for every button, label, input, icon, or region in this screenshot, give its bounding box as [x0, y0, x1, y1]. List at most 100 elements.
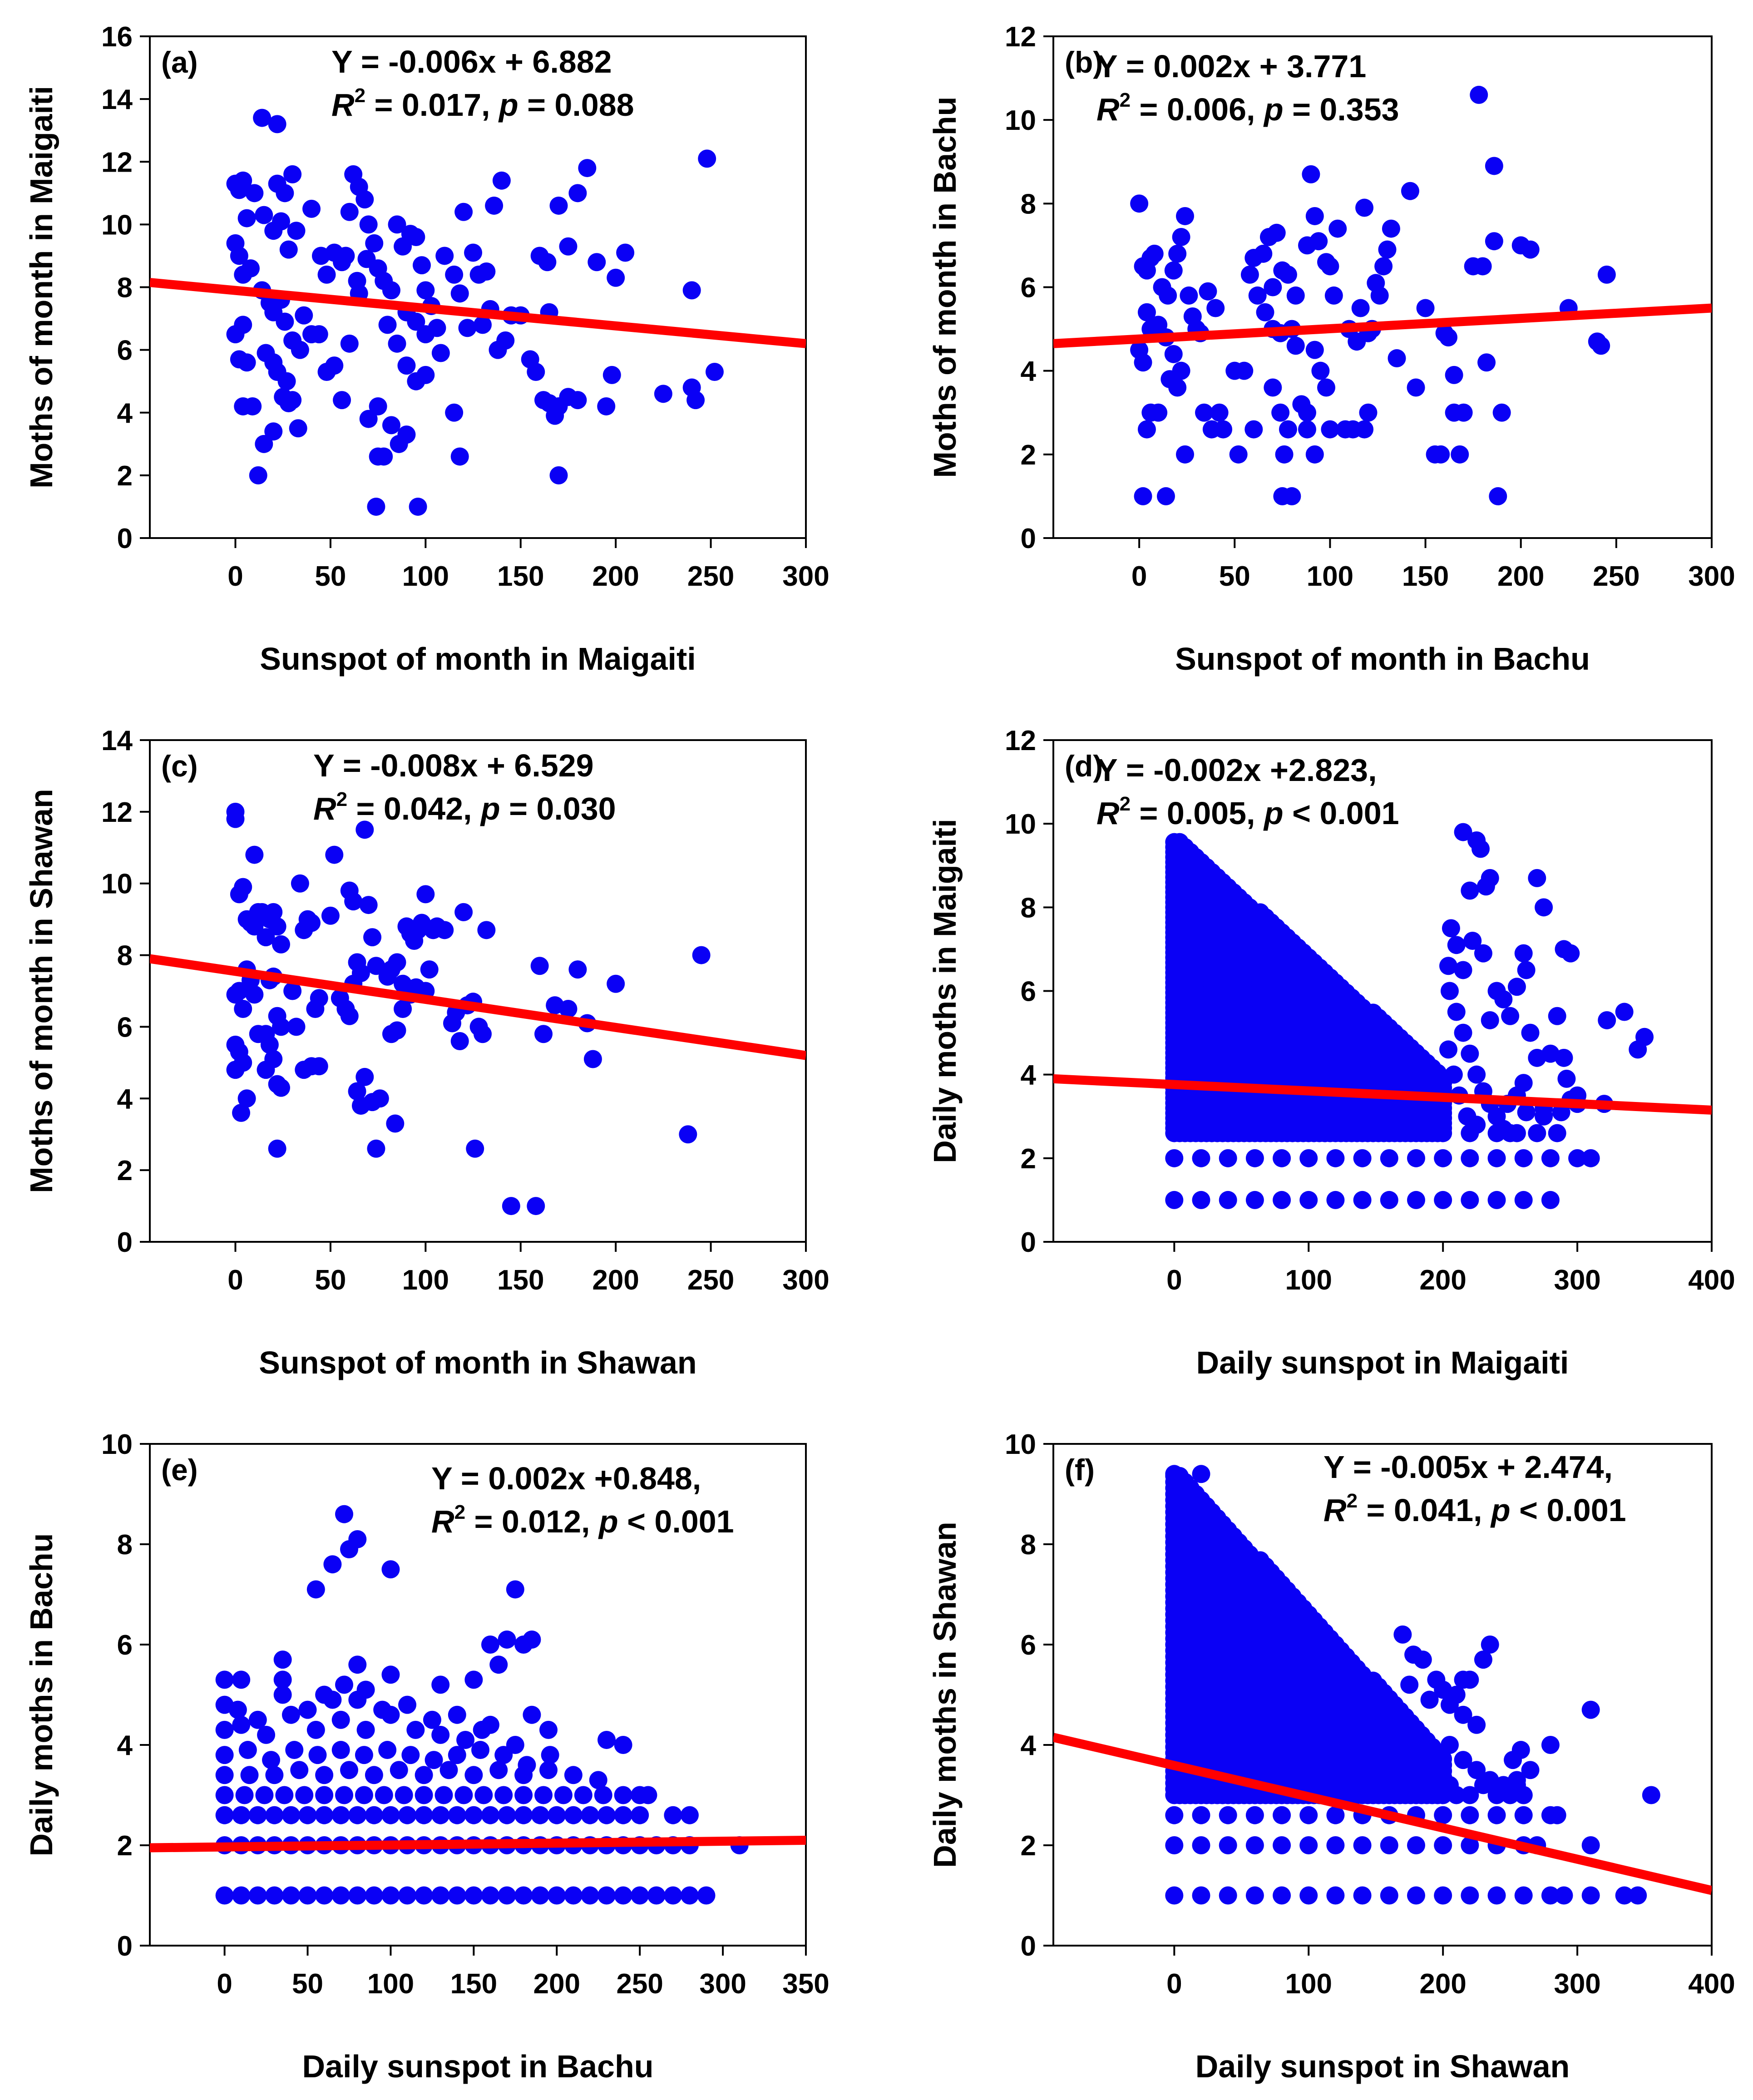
- scatter-point: [1581, 1886, 1600, 1905]
- scatter-point: [226, 810, 245, 828]
- scatter-point: [412, 256, 431, 275]
- scatter-point: [1206, 299, 1225, 317]
- y-tick-label: 6: [1021, 272, 1036, 304]
- scatter-point: [1541, 1886, 1560, 1905]
- scatter-point: [578, 159, 597, 178]
- panel-d: 0 2 4 6 8 10 12 0 100 200 300 400 Daily sunspot in M…: [927, 725, 1735, 1380]
- scatter-point: [295, 1786, 314, 1804]
- scatter-point: [1461, 1044, 1479, 1063]
- scatter-point: [534, 1025, 553, 1043]
- scatter-point: [1439, 328, 1457, 346]
- y-tick-label: 4: [117, 1083, 133, 1115]
- scatter-point: [481, 1886, 499, 1905]
- scatter-point: [1454, 1751, 1472, 1769]
- scatter-point: [1481, 1636, 1499, 1654]
- scatter-point: [245, 917, 264, 936]
- scatter-point: [1494, 1776, 1513, 1794]
- scatter-point: [265, 1766, 284, 1784]
- y-tick-label: 2: [1021, 1830, 1036, 1862]
- scatter-point: [607, 974, 625, 993]
- scatter-point: [481, 1636, 499, 1654]
- scatter-point: [272, 1078, 290, 1097]
- x-tick-label: 100: [1285, 1265, 1332, 1296]
- scatter-point: [276, 312, 294, 331]
- x-tick-label: 150: [1402, 561, 1449, 592]
- scatter-point: [1517, 961, 1536, 979]
- scatter-point: [351, 964, 370, 983]
- scatter-point: [431, 1806, 450, 1824]
- scatter-point: [1548, 1806, 1566, 1824]
- scatter-point: [568, 960, 587, 979]
- scatter-point: [215, 1670, 234, 1689]
- scatter-point: [1305, 341, 1324, 359]
- scatter-point: [1299, 1836, 1318, 1854]
- scatter-point: [1164, 345, 1183, 363]
- y-tick-label: 10: [1005, 809, 1036, 840]
- scatter-point: [323, 1555, 342, 1574]
- scatter-point: [281, 1705, 300, 1724]
- scatter-point: [386, 1114, 405, 1133]
- scatter-point: [370, 1089, 389, 1108]
- scatter-points: [1053, 85, 1712, 505]
- scatter-point: [1256, 303, 1274, 321]
- scatter-point: [398, 1695, 417, 1714]
- scatter-point: [238, 1741, 257, 1759]
- scatter-point: [215, 1886, 234, 1905]
- scatter-point: [1309, 232, 1328, 251]
- regression-equation: Y = 0.002x + 3.771: [1096, 49, 1366, 84]
- scatter-point: [1461, 1149, 1479, 1167]
- x-tick-label: 300: [1554, 1265, 1600, 1296]
- scatter-point: [279, 394, 298, 413]
- scatter-point: [559, 237, 578, 256]
- scatter-point: [1380, 1886, 1398, 1905]
- scatter-point: [454, 203, 473, 221]
- y-tick-label: 14: [101, 84, 133, 115]
- scatter-point: [407, 228, 425, 246]
- scatter-point: [1642, 1786, 1660, 1804]
- scatter-point: [564, 1806, 583, 1824]
- scatter-point: [450, 284, 469, 303]
- scatter-point: [273, 1670, 292, 1689]
- y-axis-label: Moths of month in Shawan: [24, 789, 59, 1193]
- scatter-point: [423, 1710, 441, 1729]
- scatter-point: [454, 1786, 473, 1804]
- scatter-point: [1165, 1191, 1184, 1209]
- scatter-point: [1485, 232, 1503, 251]
- scatter-point: [1134, 353, 1152, 372]
- scatter-point: [1454, 1670, 1472, 1689]
- scatter-point: [531, 1886, 549, 1905]
- scatter-point: [1548, 1124, 1566, 1142]
- scatter-point: [1248, 286, 1267, 305]
- scatter-point: [1445, 366, 1463, 384]
- scatter-point: [1541, 1736, 1560, 1754]
- scatter-point: [679, 1125, 697, 1144]
- scatter-point: [321, 906, 340, 925]
- regression-line: [150, 954, 806, 1060]
- scatter-point: [276, 184, 294, 203]
- scatter-point: [325, 356, 344, 375]
- scatter-point: [489, 1655, 508, 1674]
- scatter-point: [456, 1730, 475, 1749]
- scatter-point: [1374, 257, 1393, 276]
- x-tick-label: 200: [1497, 561, 1544, 592]
- scatter-point: [310, 989, 328, 1008]
- scatter-point: [382, 1025, 400, 1043]
- scatter-points: [150, 802, 806, 1216]
- y-tick-label: 12: [101, 797, 133, 828]
- scatter-point: [1351, 299, 1370, 317]
- scatter-point: [602, 366, 621, 384]
- scatter-point: [1219, 1149, 1237, 1167]
- scatter-point: [287, 1018, 306, 1036]
- scatter-point: [1355, 198, 1374, 217]
- scatter-point: [1159, 286, 1177, 305]
- scatter-point: [1541, 1149, 1560, 1167]
- scatter-point: [1473, 257, 1492, 276]
- scatter-point: [1192, 1886, 1210, 1905]
- scatter-point: [1467, 1761, 1486, 1779]
- scatter-point: [1264, 278, 1282, 296]
- scatter-point: [1521, 1023, 1540, 1042]
- scatter-point: [1401, 182, 1419, 200]
